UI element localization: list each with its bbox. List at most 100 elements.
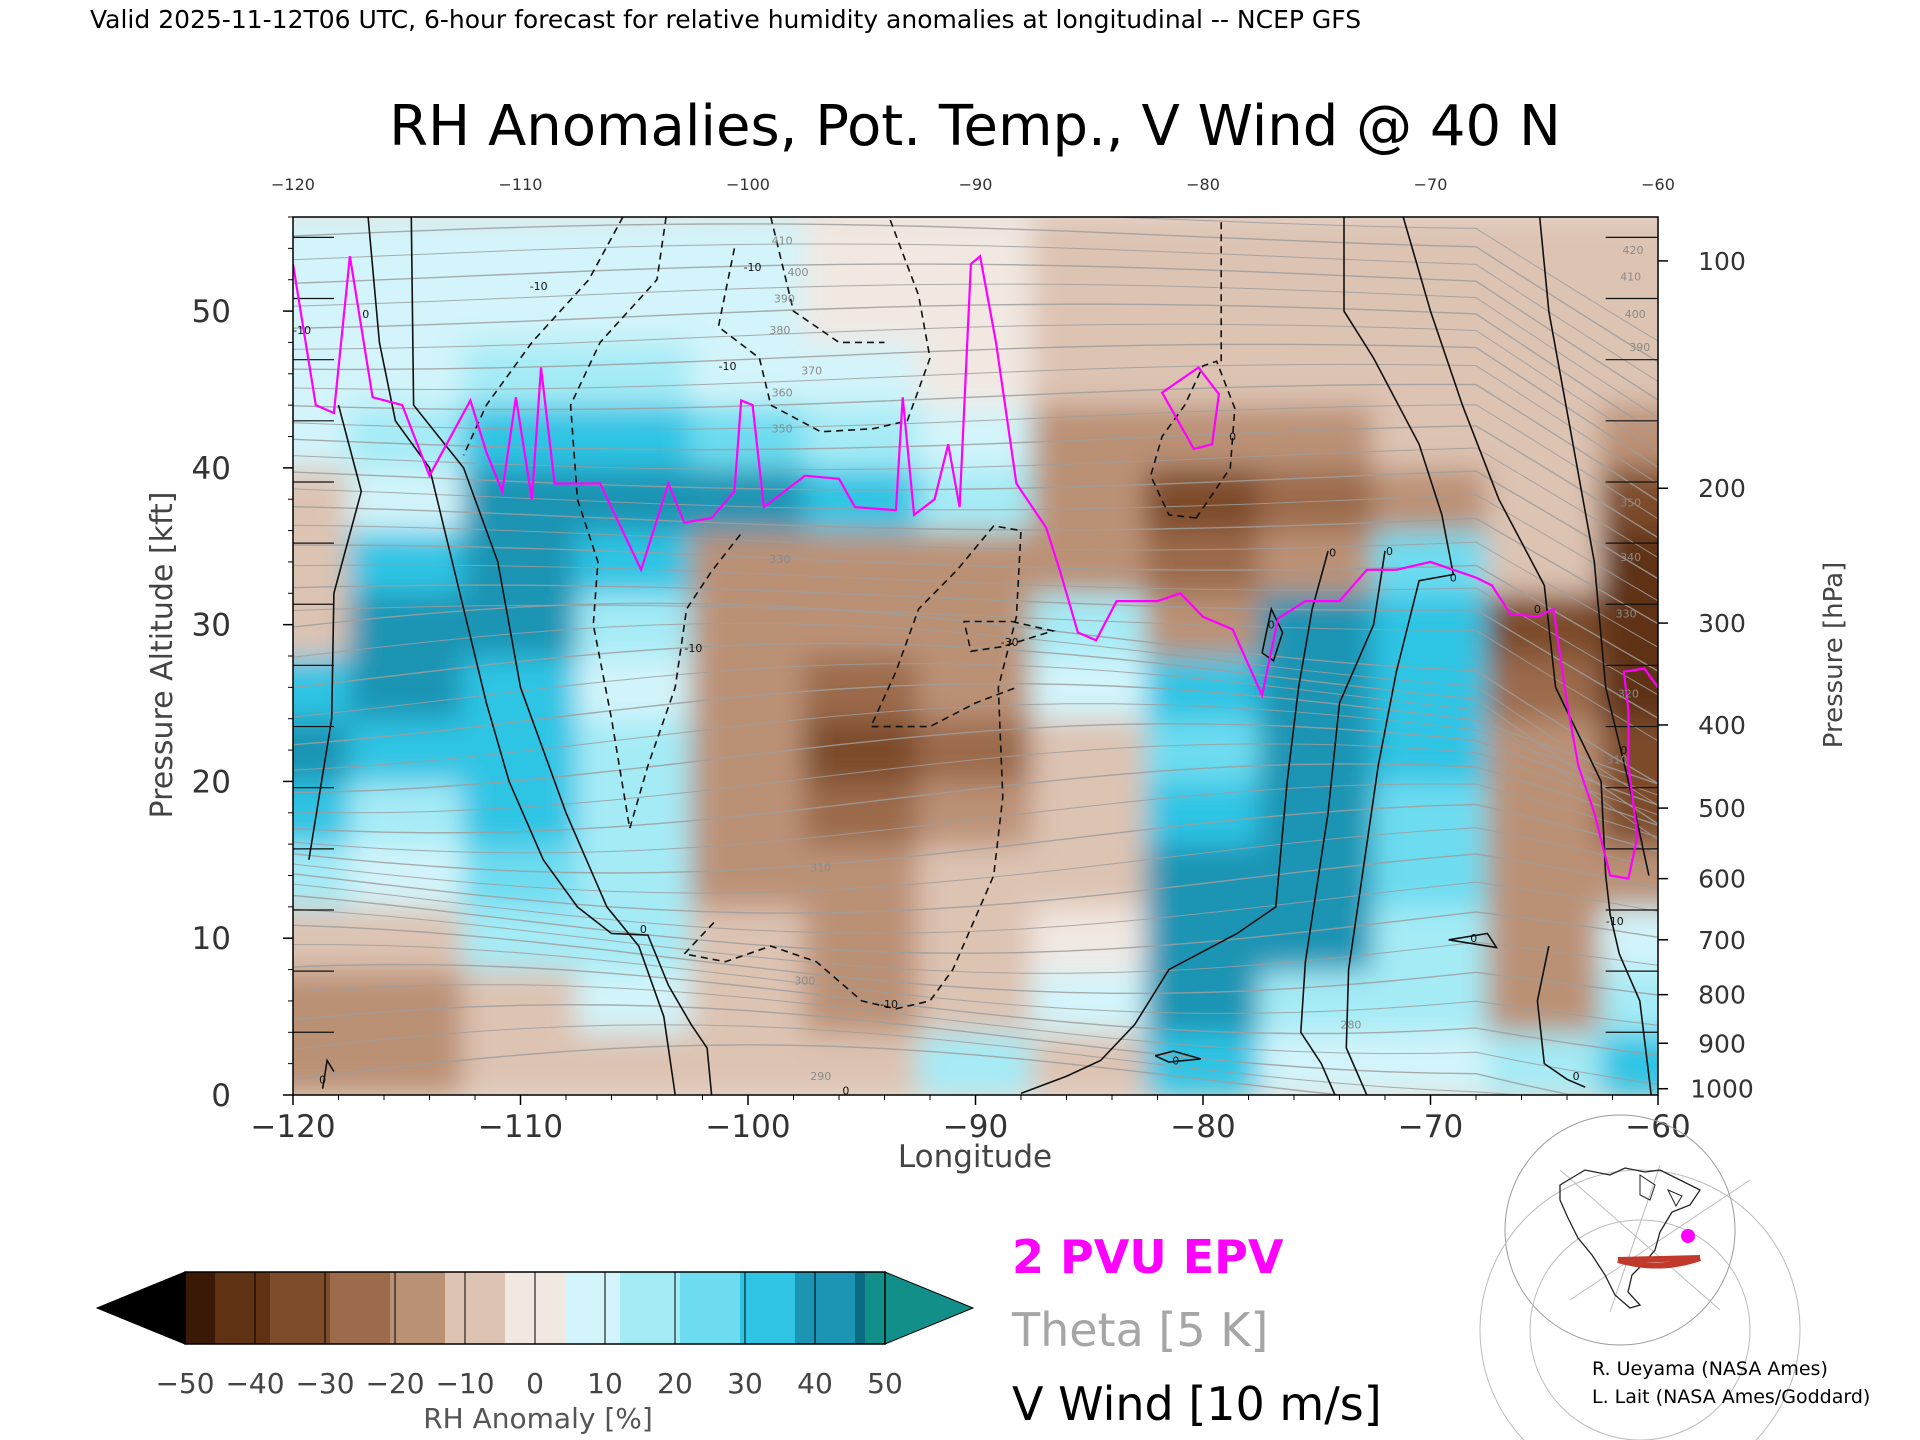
colorbar-segment [595,1272,601,1344]
theta-isentrope [293,470,1658,580]
rh-cell [1486,843,1603,908]
colorbar-segment [785,1272,791,1344]
theta-isentrope [293,383,1658,502]
colorbar-segment [650,1272,656,1344]
colorbar-segment [560,1272,566,1344]
colorbar-segment [700,1272,706,1344]
theta-isentrope [293,642,1658,825]
colorbar-segment [830,1272,836,1344]
rh-cell [462,529,579,595]
theta-isentrope [293,447,1658,559]
theta-isentrope [293,944,1658,1026]
colorbar-segment [225,1272,231,1344]
colorbar-segment [565,1272,571,1344]
theta-isentrope [293,243,1658,382]
rh-cell [462,968,579,1034]
colorbar-segment [255,1272,261,1344]
theta-label: 390 [1629,341,1650,354]
colorbar-segment [715,1272,721,1344]
colorbar-segment [480,1272,486,1344]
colorbar-segment [790,1272,796,1344]
rh-cell [1031,341,1148,407]
rh-cell [576,341,693,407]
rh-cell [576,843,693,908]
colorbar-segment [555,1272,561,1344]
rh-cell [690,466,806,532]
rh-cell [348,655,465,720]
rh-cell [576,1031,693,1095]
colorbar-over-triangle [884,1271,975,1345]
y-tick-label: 30 [192,608,231,644]
colorbar-segment [185,1272,191,1344]
rh-cell [690,592,806,657]
colorbar-segment [770,1272,776,1344]
rh-cell [462,341,579,407]
rh-cell [803,1031,920,1095]
colorbar-tick-label: −10 [435,1367,494,1400]
colorbar-segment [210,1272,216,1344]
rh-cell [348,968,465,1034]
theta-isentrope [293,763,1658,834]
v-wind-negative-contour [963,620,1056,653]
colorbar-segment [585,1272,591,1344]
colorbar-tick-label: 50 [867,1367,903,1400]
x-top-tick-label: −120 [271,175,315,194]
valid-time-line: Valid 2025-11-12T06 UTC, 6-hour forecast… [90,5,1361,34]
rh-cell [348,905,465,971]
v-wind-label: -30 [1001,636,1019,649]
theta-isentrope [293,894,1658,954]
colorbar-segment [190,1272,196,1344]
colorbar-segment [405,1272,411,1344]
contour-labels: 290 300 310 330 350 360 370 380 390 400 410 280 330 3… [293,235,1650,1098]
colorbar-segment [275,1272,281,1344]
rh-cell [1600,592,1658,657]
colorbar-segment [855,1272,861,1344]
colorbar-segment [445,1272,451,1344]
theta-isentrope [293,803,1658,874]
colorbar-segment [820,1272,826,1344]
theta-label: 360 [772,387,793,400]
theta-isentrope [293,723,1658,806]
colorbar-segment [610,1272,616,1344]
colorbar-segment [370,1272,376,1344]
rh-anomaly-field [293,217,1658,1095]
theta-isentrope [293,1044,1658,1095]
v-wind-label: 0 [1470,932,1477,945]
rh-cell [917,655,1034,720]
y-axis-label: Pressure Altitude [kft] [145,492,180,819]
colorbar-segment [845,1272,851,1344]
theta-isentrope [293,703,1658,796]
theta-isentrope [293,564,1658,696]
colorbar-segment [690,1272,696,1344]
colorbar-segment [765,1272,771,1344]
y-axis-right: 1000 900 800 700 600 500 400 300 200 100 [1658,247,1754,1104]
theta-label: 290 [810,1070,831,1083]
colorbar-segment [580,1272,586,1344]
colorbar-segment [435,1272,441,1344]
rh-cell [1486,278,1603,344]
rh-cell [690,217,806,281]
x-tick-label: −90 [943,1109,1008,1145]
theta-isentrope [293,363,1658,485]
colorbar-segment [530,1272,536,1344]
v-wind-label: 0 [1329,547,1336,560]
colorbar-segment [465,1272,471,1344]
v-wind-zero-contour [321,1058,335,1089]
colorbar-segment [670,1272,676,1344]
theta-label: 410 [772,235,793,248]
v-wind-label: 0 [1172,1055,1179,1068]
theta-isentrope [293,223,1658,363]
rh-cell [1031,780,1148,846]
colorbar-segment [350,1272,356,1344]
v-wind-negative-contour [717,217,931,433]
colorbar-segment [265,1272,271,1344]
epv-2pvu-line [293,254,1658,880]
colorbar-segment [360,1272,366,1344]
v-wind-label: -10 [293,324,311,337]
rh-cell [1372,843,1489,908]
rh-cell [690,404,806,469]
colorbar-label: RH Anomaly [%] [423,1402,653,1435]
colorbar-segment [430,1272,436,1344]
colorbar-segment [615,1272,621,1344]
v-wind-label: -10 [1606,915,1624,928]
